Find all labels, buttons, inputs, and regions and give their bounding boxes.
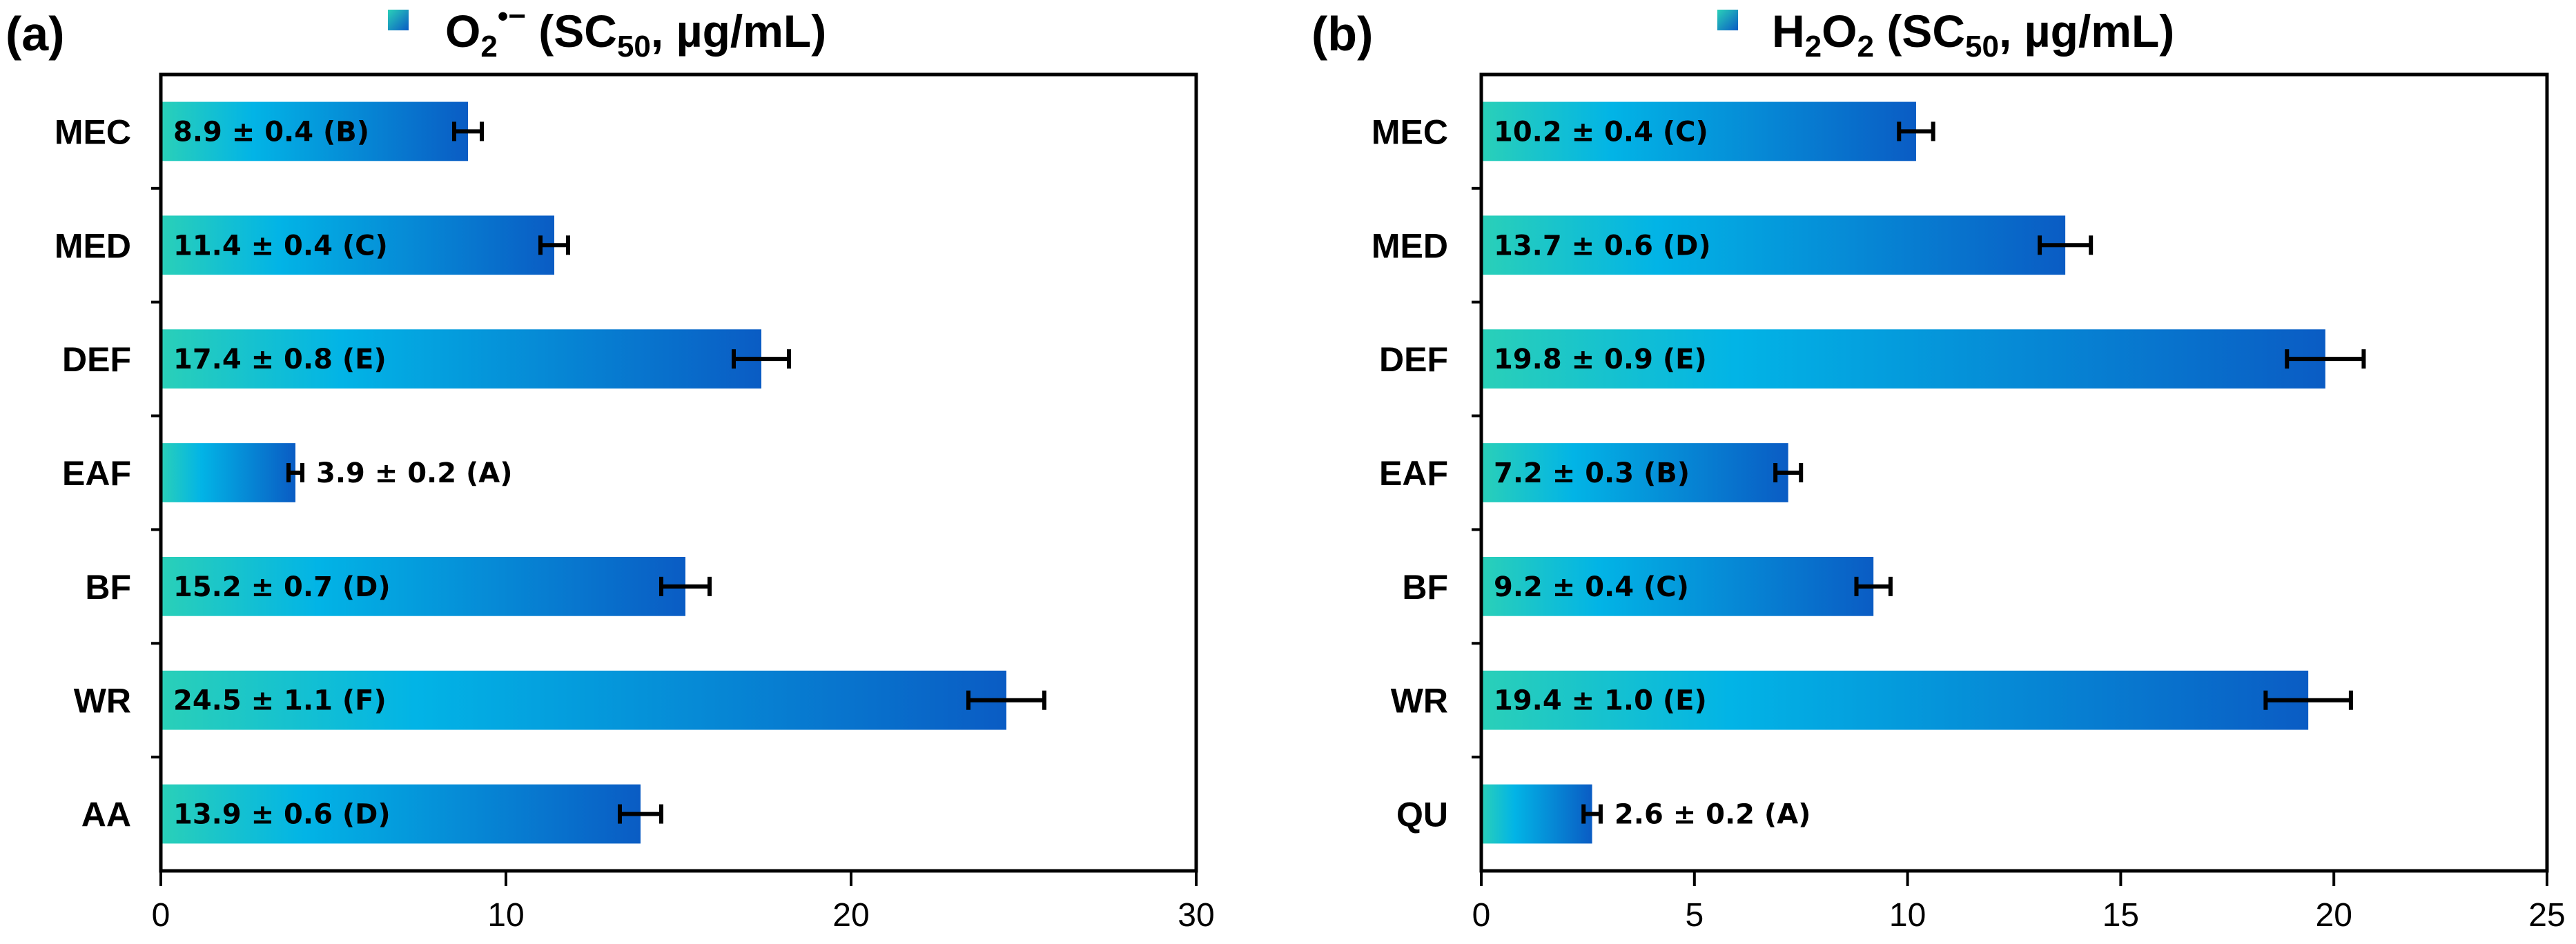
error-bar [659,576,712,596]
bar-value-label: 9.2 ± 0.4 (C) [1494,571,1689,603]
bar-def [161,329,761,389]
legend-swatch [388,10,409,30]
error-bar [966,690,1046,710]
bar-value-label: 19.8 ± 0.9 (E) [1494,344,1707,375]
panel-a: (a) O2•− (SC50, µg/mL) 8.9 ± 0.4 (B) MEC 11.… [6,0,1215,934]
x-tick-label: 20 [832,897,869,934]
legend-label: H2O2 (SC50, µg/mL) [1772,6,2174,63]
bar-value-label: 24.5 ± 1.1 (F) [173,685,387,717]
error-bar [538,235,570,255]
category-label: EAF [62,454,131,493]
bar-bf [1481,556,1874,616]
category-label: MEC [55,112,131,151]
error-bar [286,463,304,482]
error-bar [2263,690,2353,710]
plot-frame [1479,72,2549,873]
panel-label: (a) [6,7,65,61]
category-label: AA [81,796,131,834]
category-label: DEF [62,340,131,379]
bar-value-label: 7.2 ± 0.3 (B) [1494,458,1690,489]
bar-value-label: 15.2 ± 0.7 (D) [173,571,391,603]
x-tick-label: 30 [1178,897,1214,934]
error-bar [452,121,484,141]
x-tick-label: 10 [1889,897,1926,934]
bar-aa [161,784,641,844]
category-label: QU [1396,796,1448,834]
error-bar [1897,121,1935,141]
error-bar [1854,576,1893,596]
category-label: DEF [1379,340,1448,379]
bar-value-label: 19.4 ± 1.0 (E) [1494,685,1707,717]
bar-eaf [1481,443,1788,502]
error-bar [1773,463,1804,482]
category-label: MED [1372,226,1448,265]
bar-mec [161,101,468,161]
bar-mec [1481,101,1916,161]
bar-value-label: 2.6 ± 0.2 (A) [1614,799,1811,831]
bar-value-label: 10.2 ± 0.4 (C) [1494,116,1708,148]
panel-b: (b) H2O2 (SC50, µg/mL) 10.2 ± 0.4 (C) MEC 13… [1311,6,2566,934]
bar-value-label: 3.9 ± 0.2 (A) [316,458,513,489]
bar-bf [161,556,685,616]
plot-frame [159,72,1198,873]
error-bar [618,804,663,824]
bar-value-label: 17.4 ± 0.8 (E) [173,344,387,375]
category-label: WR [74,682,131,720]
bar-wr [161,670,1006,730]
category-label: MEC [1372,112,1448,151]
bar-value-label: 11.4 ± 0.4 (C) [173,230,388,262]
x-tick-label: 20 [2316,897,2352,934]
bar-value-label: 13.7 ± 0.6 (D) [1494,230,1711,262]
bar-med [1481,215,2066,275]
bar-eaf [161,443,295,502]
category-label: BF [85,568,131,607]
legend-label: O2•− (SC50, µg/mL) [445,0,826,63]
x-tick-label: 0 [1472,897,1491,934]
x-tick-label: 15 [2102,897,2139,934]
x-tick-label: 0 [152,897,170,934]
bar-med [161,215,554,275]
category-label: MED [55,226,131,265]
error-bar [732,349,791,369]
bar-def [1481,329,2325,389]
bar-wr [1481,670,2309,730]
panel-label: (b) [1311,7,1373,61]
x-tick-label: 25 [2528,897,2565,934]
bar-qu [1481,784,1592,844]
error-bar [2038,235,2094,255]
x-tick-label: 5 [1685,897,1704,934]
bar-value-label: 8.9 ± 0.4 (B) [173,116,369,148]
category-label: EAF [1379,454,1448,493]
bar-value-label: 13.9 ± 0.6 (D) [173,799,391,831]
x-tick-label: 10 [487,897,524,934]
error-bar [2285,349,2366,369]
error-bar [1581,804,1603,824]
category-label: WR [1391,682,1448,720]
legend-swatch [1717,10,1738,30]
category-label: BF [1402,568,1448,607]
